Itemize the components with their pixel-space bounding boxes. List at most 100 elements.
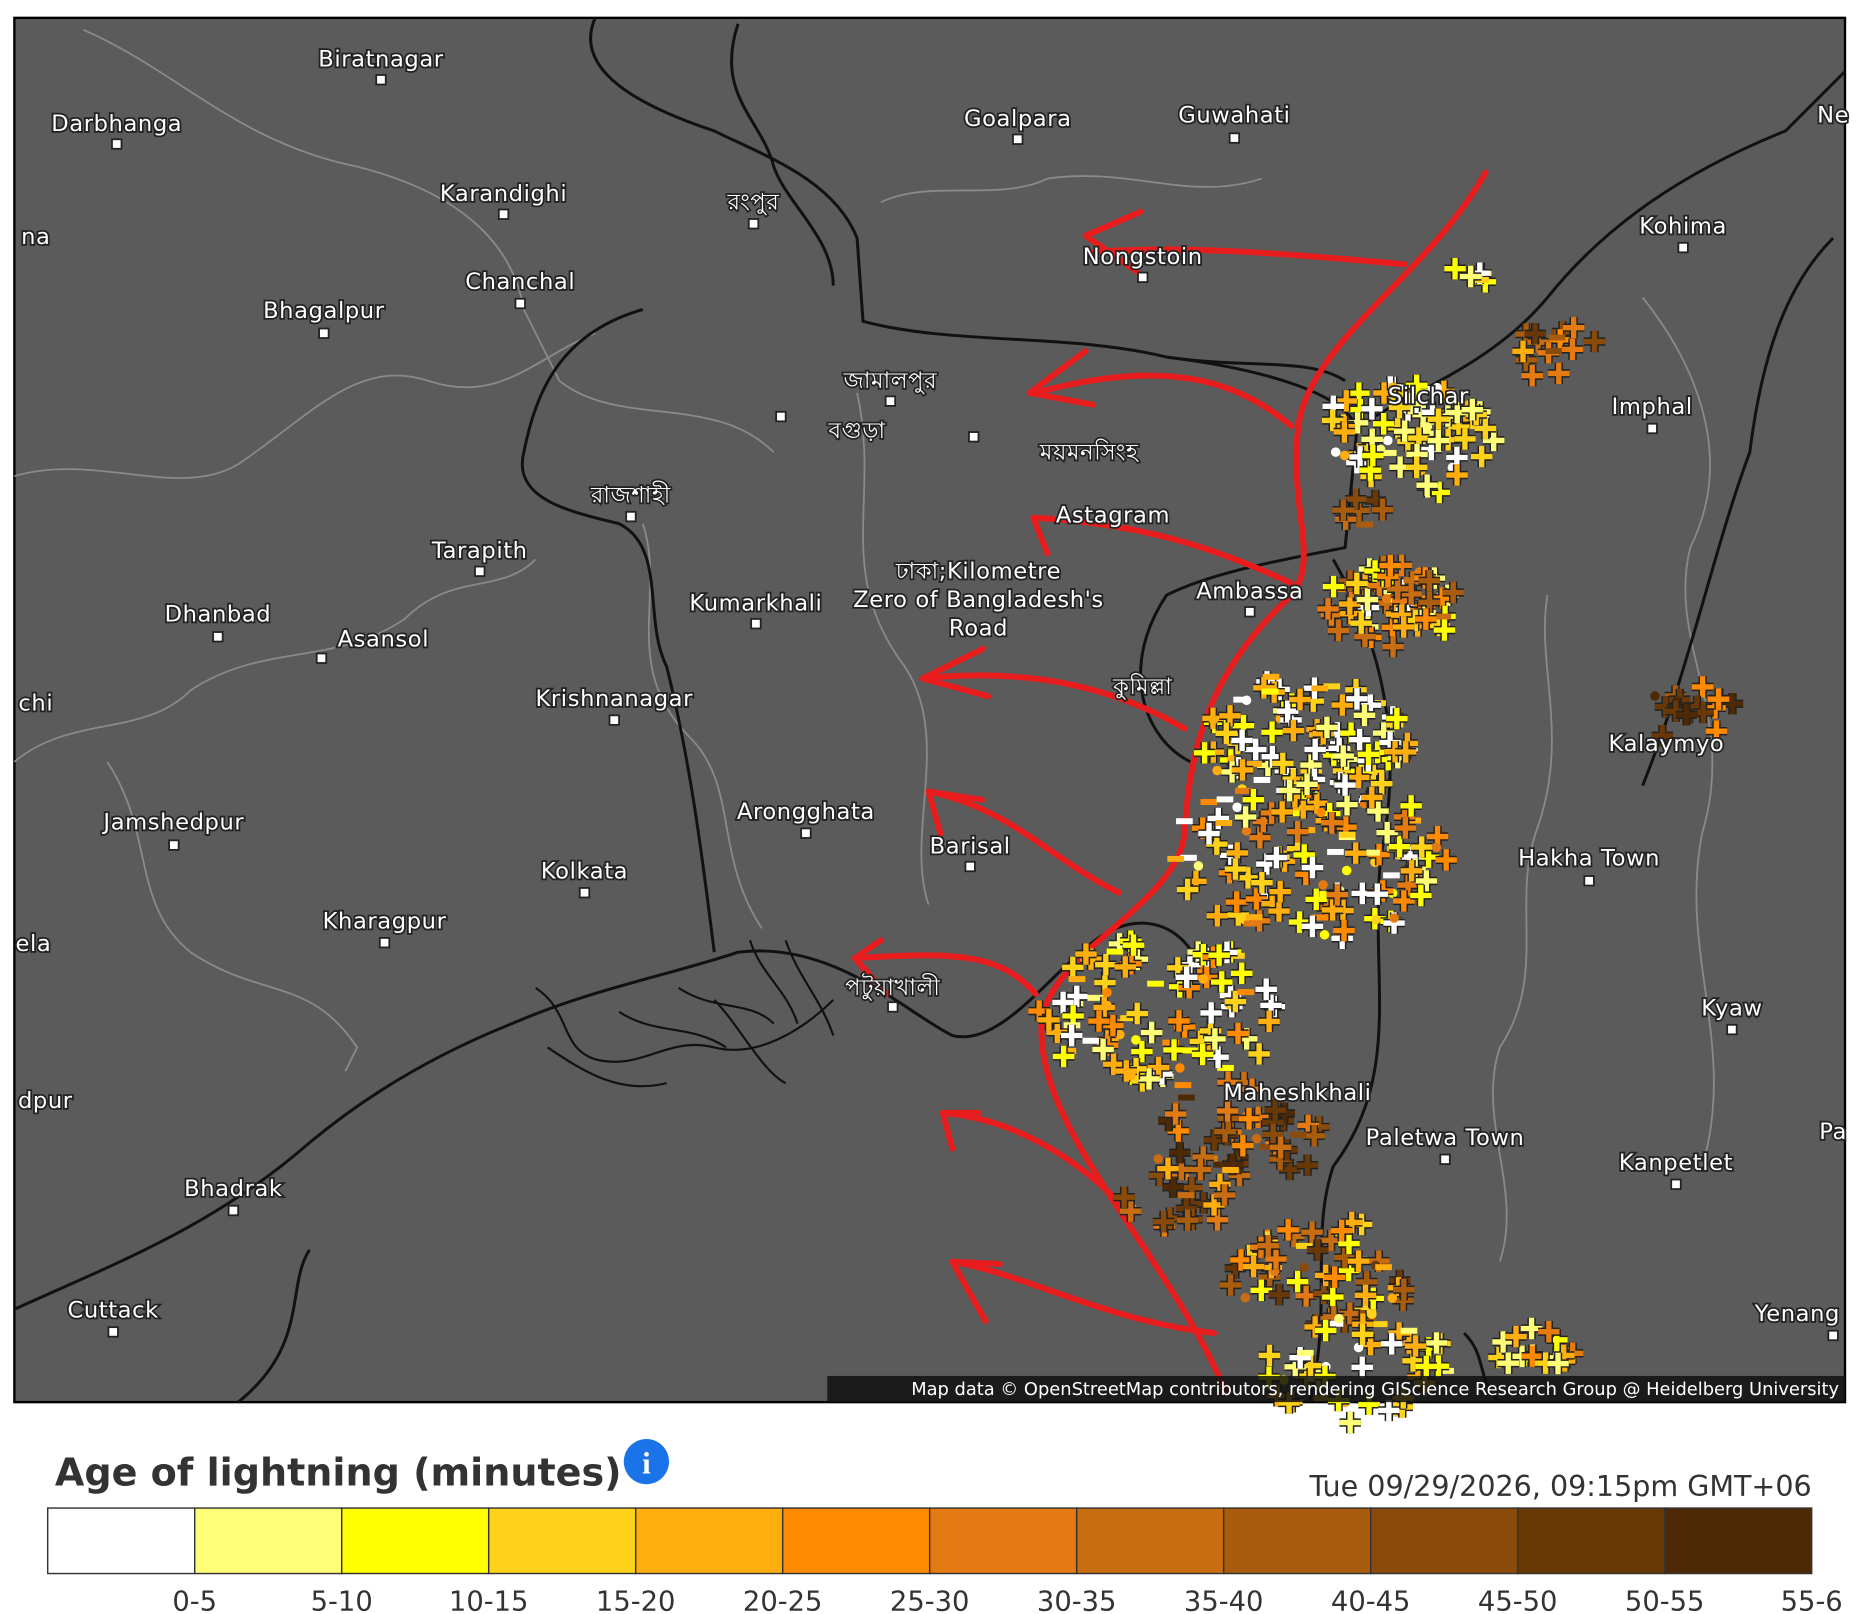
place-label: Hakha Town bbox=[1518, 845, 1660, 871]
lightning-strike bbox=[1521, 364, 1543, 387]
lightning-strike bbox=[1219, 1274, 1242, 1296]
place-marker bbox=[107, 1326, 119, 1338]
place-marker bbox=[800, 827, 812, 839]
lightning-strike bbox=[1338, 1232, 1360, 1255]
lightning-strike bbox=[1176, 818, 1193, 825]
lightning-strike bbox=[1651, 725, 1674, 747]
place-marker bbox=[1726, 1023, 1738, 1036]
lightning-strike bbox=[1392, 616, 1415, 638]
place-labels: Biratnagar Darbhanga Goalpara Guwahati Karan… bbox=[14, 45, 1850, 1342]
lightning-strike bbox=[1257, 1234, 1279, 1257]
lightning-strike bbox=[1269, 1136, 1292, 1159]
lightning-strike bbox=[1253, 776, 1271, 783]
place-marker bbox=[111, 138, 123, 150]
place-marker bbox=[497, 208, 510, 220]
lightning-strike bbox=[1346, 572, 1368, 595]
district-boundaries bbox=[13, 28, 1715, 1262]
lightning-strike bbox=[1400, 1327, 1418, 1334]
lightning-strike bbox=[1339, 1411, 1361, 1434]
lightning-strike bbox=[1357, 743, 1380, 766]
legend-swatch bbox=[1516, 1507, 1666, 1575]
lightning-strike bbox=[1216, 796, 1234, 803]
lightning-strike bbox=[1379, 554, 1402, 577]
lightning-strike bbox=[1354, 1284, 1377, 1307]
place-marker bbox=[1670, 1178, 1682, 1190]
lightning-strike bbox=[1470, 445, 1493, 468]
lightning-strike bbox=[1131, 1035, 1141, 1045]
drawn-arrows bbox=[851, 169, 1489, 1396]
lightning-strike bbox=[1348, 729, 1371, 751]
lightning-strike bbox=[1400, 795, 1422, 817]
lightning-strike bbox=[1434, 613, 1452, 620]
legend-swatch bbox=[340, 1507, 490, 1575]
lightning-strike bbox=[1193, 742, 1216, 764]
place-label: Karandighi bbox=[440, 181, 567, 207]
lightning-strike bbox=[1388, 835, 1411, 858]
lightning-strike bbox=[1147, 1056, 1170, 1079]
lightning-strike bbox=[1102, 1053, 1125, 1075]
lightning-strike bbox=[1326, 883, 1348, 906]
legend-swatch bbox=[1663, 1507, 1813, 1575]
lightning-strike bbox=[1157, 1157, 1179, 1180]
lightning-strike bbox=[1301, 1221, 1323, 1243]
lightning-strike bbox=[1115, 1060, 1138, 1082]
lightning-strike bbox=[1286, 820, 1309, 843]
place-marker bbox=[212, 631, 224, 643]
lightning-strike bbox=[1410, 388, 1427, 395]
map-background bbox=[13, 16, 1847, 1404]
lightning-strike bbox=[1316, 716, 1338, 739]
legend-label: 55-6 bbox=[1781, 1586, 1843, 1614]
lightning-strike bbox=[1405, 456, 1428, 478]
place-label: Ne bbox=[1817, 103, 1849, 129]
lightning-strike bbox=[1351, 1356, 1373, 1379]
place-label: Kumarkhali bbox=[689, 591, 822, 617]
lightning-strike bbox=[1288, 911, 1311, 933]
place-label: ঢাকা;Kilometre bbox=[895, 558, 1061, 584]
lightning-strike bbox=[1545, 348, 1562, 355]
lightning-strike bbox=[1318, 880, 1328, 890]
info-icon: i bbox=[642, 1446, 651, 1481]
lightning-strike bbox=[1251, 1133, 1262, 1144]
place-label: Tarapith bbox=[431, 538, 528, 564]
place-label: Astagram bbox=[1056, 503, 1170, 529]
lightning-strike bbox=[1232, 802, 1242, 812]
legend-label: 10-15 bbox=[449, 1586, 529, 1614]
lightning-strike bbox=[1296, 1154, 1319, 1176]
lightning-strike bbox=[1548, 334, 1566, 341]
place-marker bbox=[1012, 133, 1024, 145]
lightning-strike bbox=[1386, 578, 1409, 600]
lightning-strike bbox=[1296, 1349, 1314, 1356]
lightning-strike bbox=[1338, 831, 1356, 838]
place-label: Kohima bbox=[1639, 213, 1727, 239]
lightning-strike bbox=[1231, 962, 1253, 985]
info-button[interactable] bbox=[623, 1439, 670, 1485]
place-label: Kanpetlet bbox=[1619, 1150, 1733, 1176]
lightning-strike bbox=[1153, 1154, 1164, 1164]
place-marker bbox=[318, 327, 330, 339]
lightning-strike bbox=[1175, 966, 1198, 989]
lightning-strikes bbox=[1028, 257, 1744, 1434]
place-label: Road bbox=[949, 616, 1008, 642]
place-label: Asansol bbox=[338, 626, 430, 652]
lightning-strike bbox=[1248, 1043, 1270, 1065]
legend-swatch bbox=[487, 1507, 637, 1575]
lightning-strike bbox=[1261, 721, 1283, 743]
lightning-strike bbox=[1175, 1063, 1185, 1073]
lightning-strike bbox=[1278, 779, 1301, 802]
lightning-strike bbox=[1420, 386, 1438, 392]
lightning-strike bbox=[1388, 396, 1411, 419]
lightning-strike bbox=[1333, 919, 1355, 942]
lightning-strike bbox=[1052, 991, 1074, 1014]
lightning-strike bbox=[1650, 691, 1660, 701]
lightning-strike bbox=[1330, 447, 1341, 457]
lightning-strike bbox=[1356, 521, 1373, 528]
place-label: Silchar bbox=[1388, 384, 1469, 410]
legend-swatch bbox=[1075, 1507, 1225, 1575]
lightning-strike bbox=[1497, 1352, 1520, 1374]
place-label: na bbox=[21, 224, 50, 250]
lightning-strike bbox=[1371, 773, 1393, 795]
lightning-strike bbox=[1269, 880, 1291, 903]
lightning-strike bbox=[1215, 820, 1233, 826]
lightning-strike bbox=[1168, 1010, 1190, 1032]
